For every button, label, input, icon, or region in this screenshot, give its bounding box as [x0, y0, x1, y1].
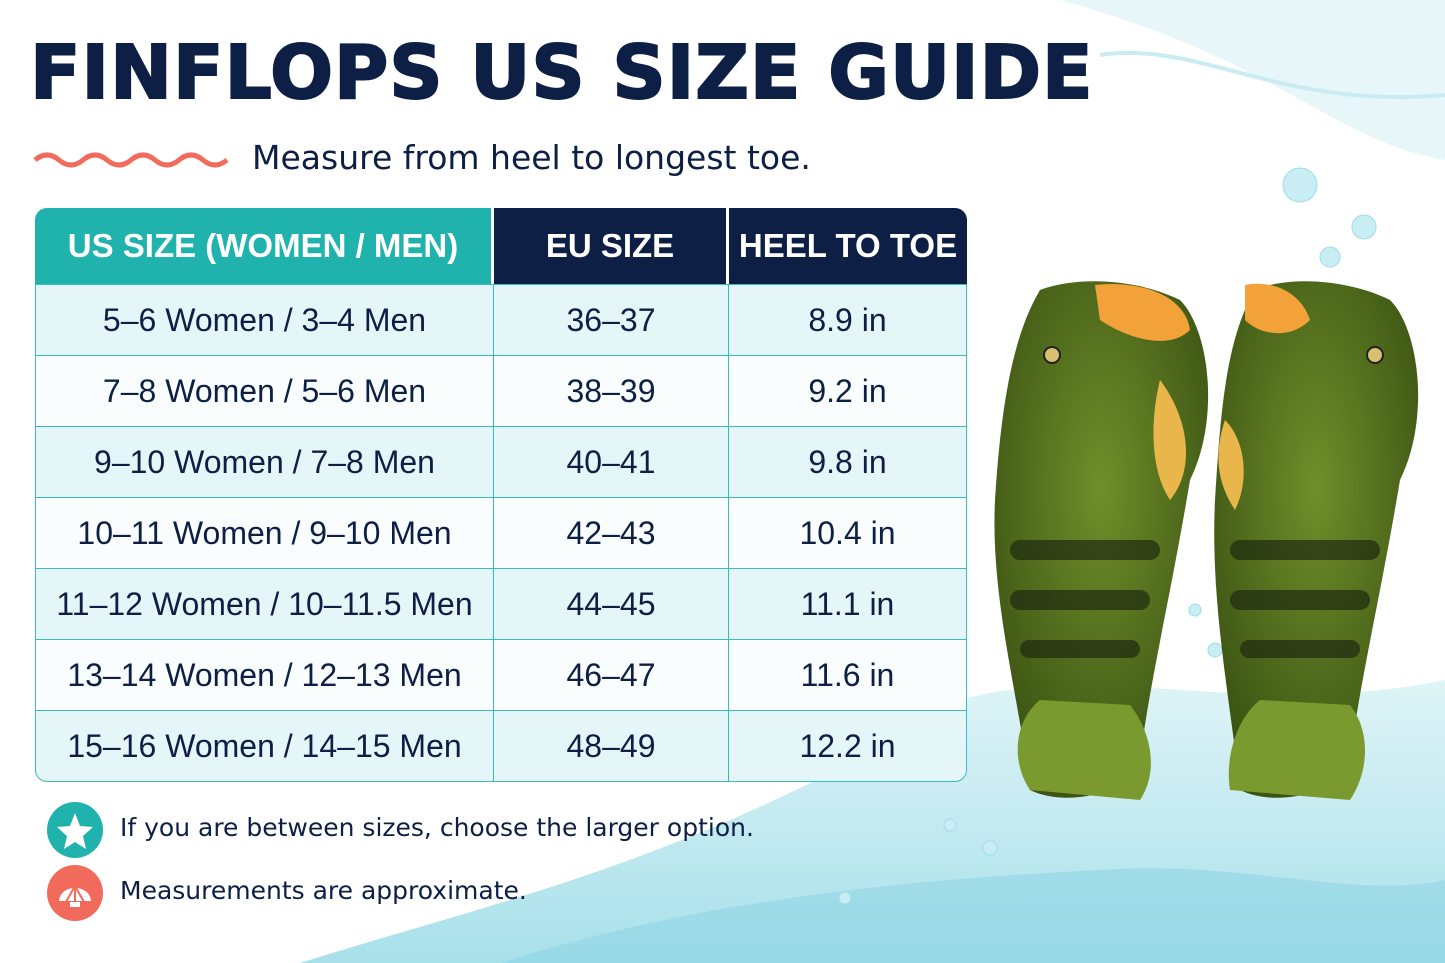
header-row: US SIZE (WOMEN / MEN) EU SIZE HEEL TO TOE: [35, 208, 967, 284]
column-header: US SIZE (WOMEN / MEN): [35, 208, 494, 284]
table-cell: 5–6 Women / 3–4 Men: [35, 284, 494, 355]
table-row: 9–10 Women / 7–8 Men 40–41 9.8 in: [35, 426, 967, 497]
table-cell: 9–10 Women / 7–8 Men: [35, 426, 494, 497]
table-row: 7–8 Women / 5–6 Men 38–39 9.2 in: [35, 355, 967, 426]
title: FINFLOPS US SIZE GUIDE: [29, 29, 1094, 117]
table-row: 15–16 Women / 14–15 Men 48–49 12.2 in: [35, 710, 967, 782]
table-row: 13–14 Women / 12–13 Men 46–47 11.6 in: [35, 639, 967, 710]
table-cell: 36–37: [494, 284, 729, 355]
bubbles: [838, 167, 1377, 905]
note: If you are between sizes, choose the lar…: [120, 813, 754, 842]
note: Measurements are approximate.: [120, 876, 527, 905]
squiggle: [33, 152, 229, 168]
fish-slipper: [1214, 281, 1419, 800]
subtitle: Measure from heel to longest toe.: [252, 138, 811, 177]
table-cell: 8.9 in: [729, 284, 967, 355]
table-cell: 38–39: [494, 355, 729, 426]
table-cell: 11.6 in: [729, 639, 967, 710]
table-cell: 13–14 Women / 12–13 Men: [35, 639, 494, 710]
table-cell: 9.8 in: [729, 426, 967, 497]
table-row: 11–12 Women / 10–11.5 Men 44–45 11.1 in: [35, 568, 967, 639]
column-header: EU SIZE: [494, 208, 729, 284]
shell-icon: [47, 865, 103, 921]
wave: [1060, 0, 1445, 160]
table-cell: 15–16 Women / 14–15 Men: [35, 710, 494, 782]
table-row: 5–6 Women / 3–4 Men 36–37 8.9 in: [35, 284, 967, 355]
table-row: 10–11 Women / 9–10 Men 42–43 10.4 in: [35, 497, 967, 568]
table-cell: 11–12 Women / 10–11.5 Men: [35, 568, 494, 639]
star-icon: [47, 802, 103, 858]
table-body: 5–6 Women / 3–4 Men 36–37 8.9 in 7–8 Women …: [35, 284, 967, 782]
table-cell: 42–43: [494, 497, 729, 568]
water: [500, 868, 1445, 963]
wave: [1099, 50, 1445, 100]
table-cell: 10–11 Women / 9–10 Men: [35, 497, 494, 568]
table-cell: 12.2 in: [729, 710, 967, 782]
table-cell: 46–47: [494, 639, 729, 710]
size-table: US SIZE (WOMEN / MEN) EU SIZE HEEL TO TOE …: [35, 208, 967, 782]
table-cell: 40–41: [494, 426, 729, 497]
table-cell: 11.1 in: [729, 568, 967, 639]
fish-slipper: [994, 281, 1209, 800]
table-cell: 9.2 in: [729, 355, 967, 426]
table-cell: 7–8 Women / 5–6 Men: [35, 355, 494, 426]
table-cell: 48–49: [494, 710, 729, 782]
column-header: HEEL TO TOE: [729, 208, 967, 284]
table-cell: 44–45: [494, 568, 729, 639]
table-cell: 10.4 in: [729, 497, 967, 568]
